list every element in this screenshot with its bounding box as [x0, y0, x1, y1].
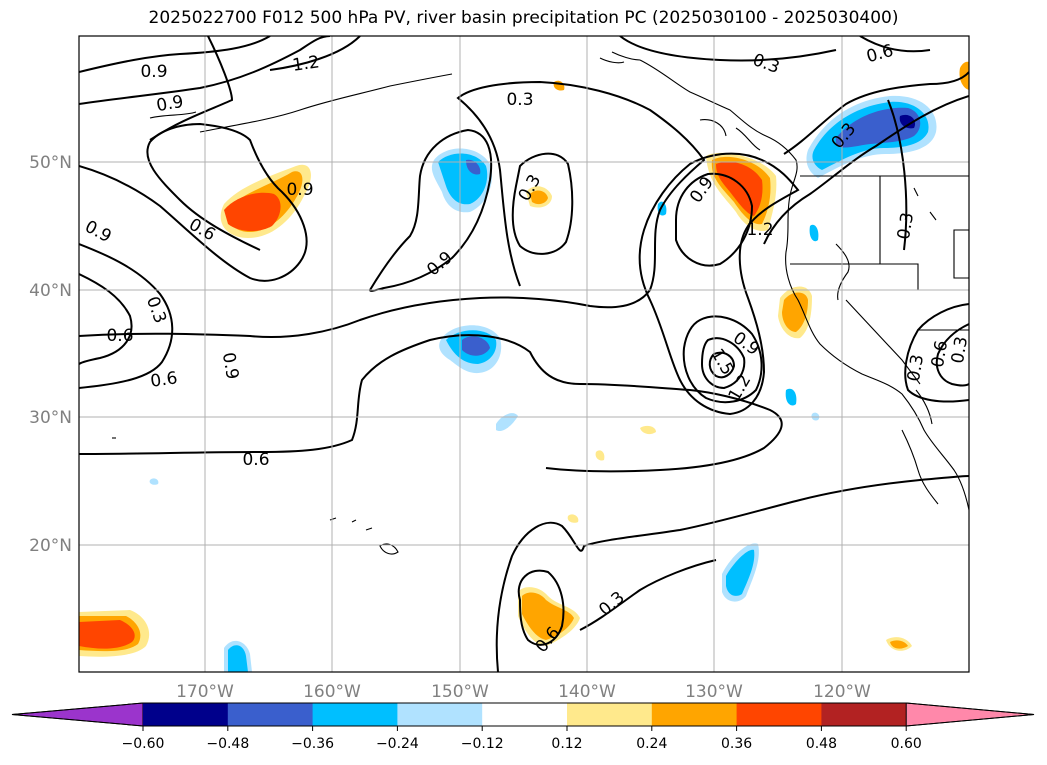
lon-tick-label: 150°W — [431, 682, 489, 702]
lat-tick-label: 30°N — [29, 408, 72, 428]
contour-label: 0.9 — [286, 180, 313, 200]
lon-tick-label: 130°W — [685, 682, 743, 702]
contour-label: 0.6 — [149, 368, 179, 392]
contour-label: 0.9 — [218, 351, 242, 381]
contour-label: 0.3 — [948, 335, 972, 365]
colorbar-segment — [821, 703, 907, 726]
contour-label: 0.9 — [140, 62, 167, 82]
colorbar-label: 0.24 — [636, 736, 667, 752]
colorbar-segment — [567, 703, 653, 726]
colorbar-label: −0.60 — [122, 736, 165, 752]
lon-tick-label: 120°W — [813, 682, 871, 702]
colorbar-segment — [143, 703, 229, 726]
contour-label: 0.3 — [506, 90, 533, 110]
map-frame — [78, 35, 970, 673]
colorbar-segment — [227, 703, 314, 726]
lat-tick-labels: 50°N 40°N 30°N 20°N — [29, 153, 72, 556]
colorbar-label: −0.24 — [376, 736, 419, 752]
colorbar-label: −0.48 — [206, 736, 249, 752]
contour-label: 0.6 — [242, 450, 269, 470]
contour-label: 0.3 — [904, 353, 928, 383]
colorbar-label: 0.36 — [721, 736, 752, 752]
colorbar: −0.60 −0.48 −0.36 −0.24 −0.12 0.12 0.24 0.36 0.4… — [11, 702, 1035, 752]
gridlines — [79, 36, 969, 672]
lon-tick-labels: 170°W 160°W 150°W 140°W 130°W 120°W — [176, 682, 871, 702]
colorbar-label: 0.12 — [551, 736, 582, 752]
colorbar-segment — [651, 703, 738, 726]
colorbar-label: −0.12 — [461, 736, 504, 752]
lon-tick-label: 160°W — [303, 682, 361, 702]
colorbar-label: 0.60 — [891, 736, 922, 752]
pv-contours — [79, 36, 969, 672]
contour-label: 0.6 — [928, 339, 952, 369]
precip-shading — [79, 61, 969, 672]
contour-label: 0.6 — [106, 326, 133, 346]
contour-label: 1.2 — [291, 52, 321, 76]
colorbar-label: 0.48 — [806, 736, 837, 752]
colorbar-segment — [397, 703, 483, 726]
colorbar-label: −0.36 — [291, 736, 334, 752]
contour-label: 1.2 — [746, 220, 773, 240]
colorbar-extend-min — [11, 702, 144, 727]
colorbar-segment — [736, 703, 822, 726]
colorbar-segment — [482, 703, 568, 726]
colorbar-extend-max — [905, 702, 1035, 727]
lon-tick-label: 140°W — [558, 682, 616, 702]
map-title: 2025022700 F012 500 hPa PV, river basin … — [148, 8, 899, 28]
colorbar-segment — [312, 703, 398, 726]
lat-tick-label: 40°N — [29, 281, 72, 301]
coastlines — [112, 51, 969, 555]
lat-tick-label: 20°N — [29, 536, 72, 556]
lon-tick-label: 170°W — [176, 682, 234, 702]
contour-label: 0.3 — [894, 211, 918, 241]
lat-tick-label: 50°N — [29, 153, 72, 173]
contour-label: 0.9 — [155, 92, 185, 116]
